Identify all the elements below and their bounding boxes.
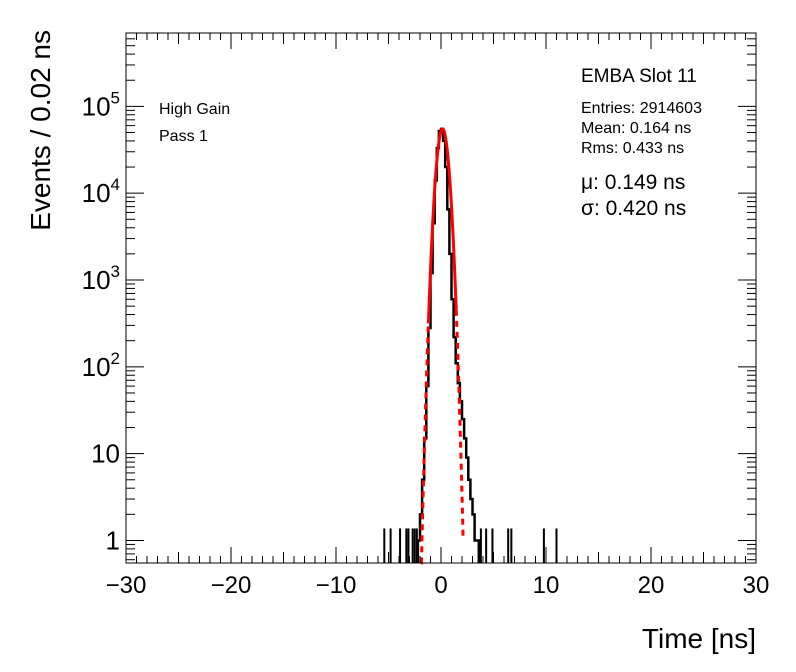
y-tick-base: 1 <box>106 525 120 555</box>
y-tick-label: 103 <box>82 262 120 295</box>
pass-label: Pass 1 <box>159 128 208 145</box>
y-tick-exponent: 4 <box>111 175 120 194</box>
fit-curve-extrapolated-left <box>419 323 430 565</box>
y-tick-base: 10 <box>91 439 120 469</box>
x-tick-label: −30 <box>106 572 147 599</box>
gaussian-fit <box>419 127 465 565</box>
y-tick-exponent: 3 <box>111 262 120 281</box>
y-tick-base: 10 <box>82 91 111 121</box>
x-tick-label: −10 <box>316 572 357 599</box>
fit-curve-solid <box>426 127 458 324</box>
x-tick-label: −20 <box>211 572 252 599</box>
x-tick-label: 10 <box>533 572 560 599</box>
y-tick-label: 1 <box>106 525 120 555</box>
y-tick-label: 104 <box>82 175 120 208</box>
fit-curve-extrapolated-right <box>454 309 465 536</box>
y-tick-exponent: 2 <box>111 349 120 368</box>
y-tick-base: 10 <box>82 265 111 295</box>
fit-sigma: σ: 0.420 ns <box>581 197 686 220</box>
x-tick-label: 30 <box>743 572 770 599</box>
stats-entries: Entries: 2914603 <box>581 100 702 117</box>
x-tick-label: 0 <box>434 572 447 599</box>
gain-label: High Gain <box>159 101 230 118</box>
x-axis-label: Time [ns] <box>642 623 756 654</box>
stats-rms: Rms: 0.433 ns <box>581 140 684 157</box>
y-tick-label: 102 <box>82 349 120 382</box>
y-tick-label: 105 <box>82 88 120 121</box>
y-tick-base: 10 <box>82 178 111 208</box>
y-tick-exponent: 5 <box>111 88 120 107</box>
x-tick-label: 20 <box>638 572 665 599</box>
chart-title: EMBA Slot 11 <box>581 66 697 87</box>
fit-mu: μ: 0.149 ns <box>581 171 685 194</box>
y-axis-label: Events / 0.02 ns <box>25 30 56 231</box>
stats-mean: Mean: 0.164 ns <box>581 120 691 137</box>
y-tick-label: 10 <box>91 439 120 469</box>
y-tick-base: 10 <box>82 352 111 382</box>
